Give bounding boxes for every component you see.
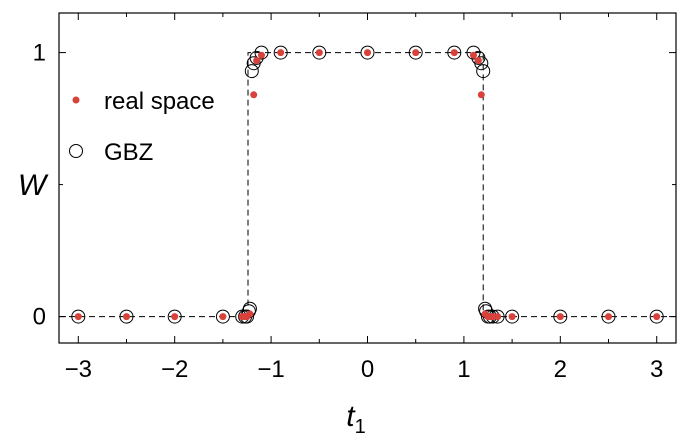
real-space-point	[477, 91, 485, 99]
gbz-point	[601, 309, 616, 324]
y-tick-label: 0	[33, 304, 46, 331]
legend-label-gbz: GBZ	[104, 139, 153, 166]
gbz-point	[312, 45, 327, 60]
real-space-point	[123, 313, 130, 321]
legend-label-real-space: real space	[104, 88, 215, 115]
x-tick-label: −3	[65, 356, 92, 383]
real-space-point	[508, 313, 516, 321]
real-space-point	[364, 49, 371, 57]
x-tick-label: −1	[257, 356, 284, 383]
gbz-point	[254, 45, 269, 60]
gbz-point	[447, 45, 462, 60]
gbz-point	[119, 309, 134, 324]
real-space-point	[253, 57, 261, 64]
real-space-point	[605, 313, 612, 321]
real-space-point	[489, 313, 497, 321]
gbz-point	[167, 309, 182, 324]
y-axis-label: W	[18, 169, 49, 202]
ticks-layer: −3 −2 −1 0 1 2 3 0 1	[33, 13, 676, 383]
real-space-point	[412, 49, 420, 57]
real-space-point	[470, 51, 477, 59]
real-space-point	[450, 49, 458, 57]
gbz-point	[360, 45, 375, 60]
x-tick-label: 0	[361, 356, 374, 383]
gbz-point	[408, 45, 423, 60]
x-tick-label: −2	[161, 356, 188, 383]
x-axis-label: t1	[346, 400, 365, 438]
real-space-point	[315, 49, 323, 57]
real-space-point	[258, 51, 265, 59]
legend: real space GBZ	[69, 88, 215, 166]
gbz-point	[476, 64, 491, 79]
real-space-point	[171, 313, 179, 321]
gbz-point	[474, 56, 489, 71]
x-tick-label: 1	[457, 356, 470, 383]
real-space-point	[474, 57, 482, 64]
gbz-point	[273, 45, 288, 60]
real-space-point	[250, 91, 258, 99]
real-space-point	[556, 313, 564, 321]
real-space-point	[246, 310, 254, 318]
legend-marker-gbz	[69, 144, 83, 158]
plot-frame	[58, 12, 677, 344]
gbz-point	[505, 309, 520, 324]
gbz-point	[215, 309, 230, 324]
real-space-point	[494, 313, 502, 321]
y-tick-label: 1	[33, 40, 46, 67]
real-space-point	[74, 313, 82, 321]
gbz-point	[649, 309, 664, 324]
real-space-point	[219, 313, 227, 321]
gbz-point	[244, 64, 259, 79]
gbz-point	[71, 309, 86, 324]
real-space-point	[277, 49, 285, 57]
gbz-point	[553, 309, 568, 324]
x-tick-label: 2	[554, 356, 567, 383]
legend-marker-real-space	[72, 96, 80, 104]
x-tick-label: 3	[650, 356, 663, 383]
real-space-point	[653, 313, 661, 321]
gbz-point	[466, 45, 481, 60]
series-layer	[71, 45, 664, 324]
